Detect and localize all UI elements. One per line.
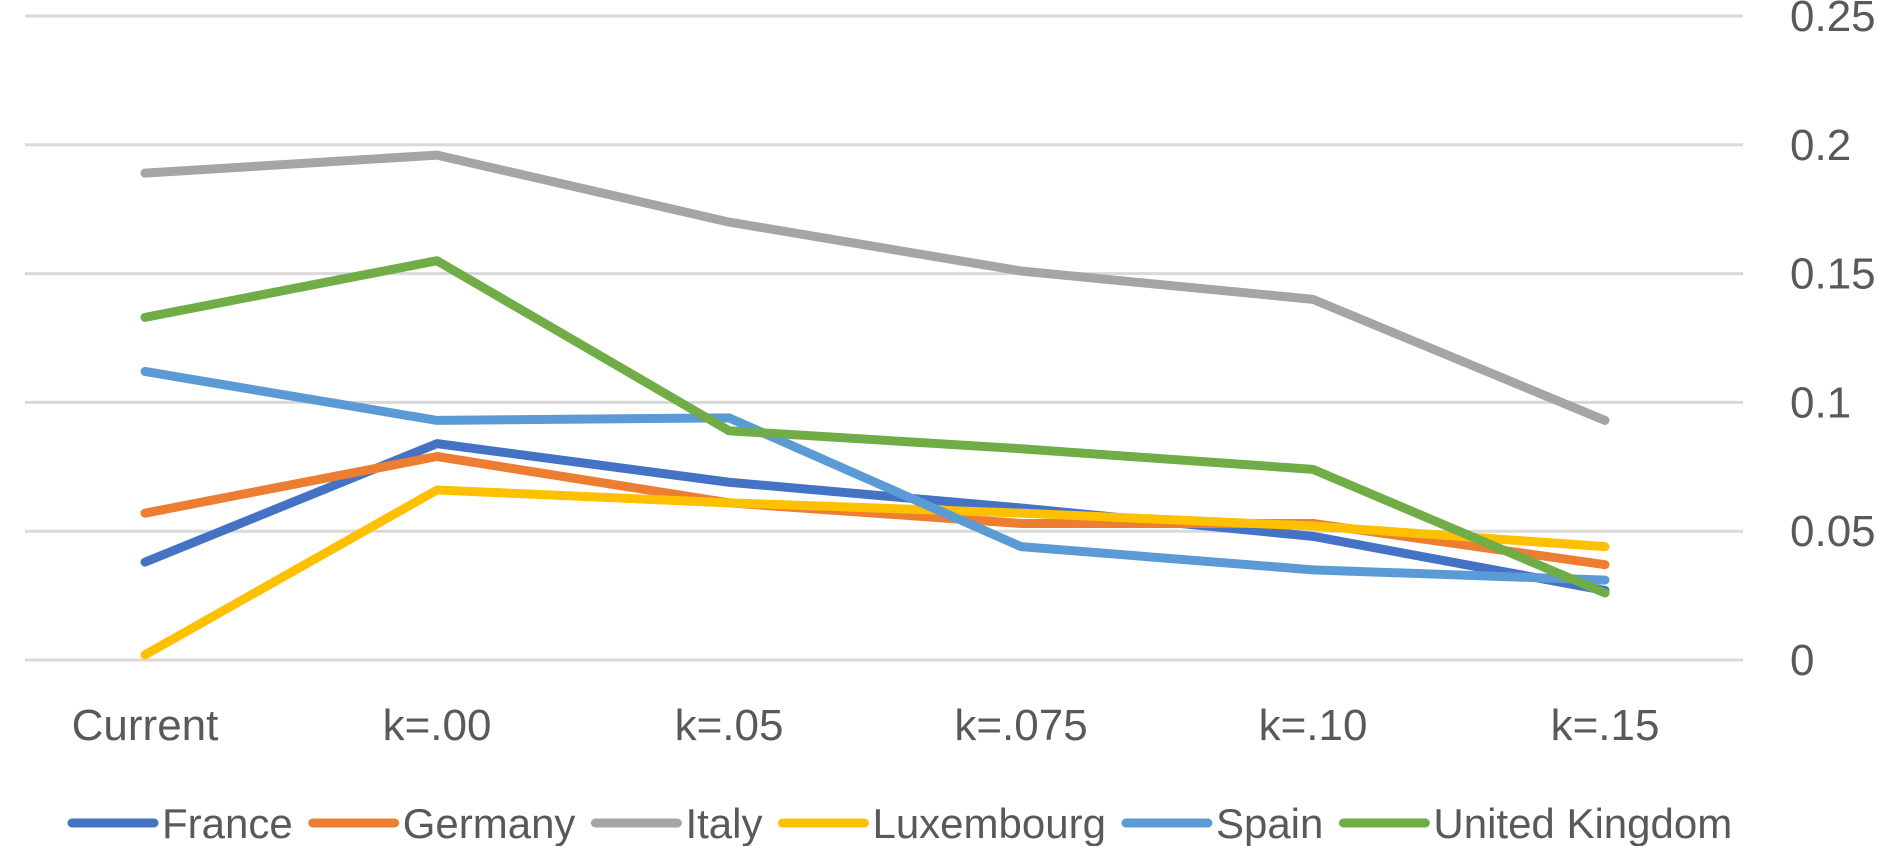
legend-label: Germany bbox=[403, 800, 576, 846]
x-tick-label: Current bbox=[72, 701, 219, 750]
y-tick-label: 0.15 bbox=[1790, 250, 1876, 299]
y-axis-ticks: 0 0.05 0.1 0.15 0.2 0.25 bbox=[1790, 0, 1876, 685]
y-tick-label: 0.2 bbox=[1790, 121, 1851, 170]
y-tick-label: 0.1 bbox=[1790, 378, 1851, 427]
x-tick-label: k=.15 bbox=[1551, 701, 1660, 750]
y-tick-label: 0.25 bbox=[1790, 0, 1876, 41]
series-lines bbox=[140, 150, 1610, 660]
x-tick-label: k=.00 bbox=[383, 701, 492, 750]
y-tick-label: 0.05 bbox=[1790, 507, 1876, 556]
x-axis-ticks: Current k=.00 k=.05 k=.075 k=.10 k=.15 bbox=[72, 701, 1660, 750]
legend-label: France bbox=[162, 800, 293, 846]
x-tick-label: k=.10 bbox=[1259, 701, 1368, 750]
x-tick-label: k=.075 bbox=[954, 701, 1087, 750]
legend-label: Spain bbox=[1216, 800, 1323, 846]
legend-label: Luxembourg bbox=[872, 800, 1105, 846]
x-tick-label: k=.05 bbox=[675, 701, 784, 750]
series-line-spain bbox=[140, 366, 1610, 585]
legend-label: United Kingdom bbox=[1433, 800, 1732, 846]
series-line-united-kingdom bbox=[140, 256, 1610, 598]
gridlines bbox=[25, 14, 1743, 662]
y-tick-label: 0 bbox=[1790, 636, 1814, 685]
legend: France Germany Italy Luxembourg Spain United … bbox=[67, 800, 1732, 846]
series-line-italy bbox=[140, 150, 1610, 425]
legend-label: Italy bbox=[685, 800, 762, 846]
series-line-luxembourg bbox=[140, 485, 1610, 660]
